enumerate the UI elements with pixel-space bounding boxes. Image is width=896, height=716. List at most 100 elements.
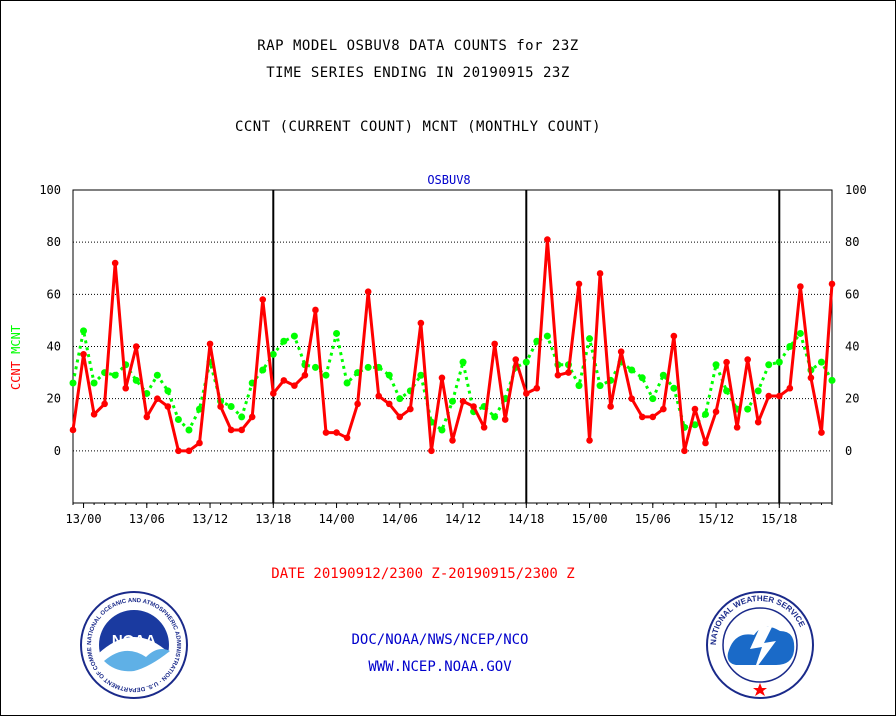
point-ccnt	[333, 429, 340, 436]
point-mcnt	[322, 371, 330, 379]
point-mcnt	[754, 387, 762, 395]
noaa-logo: NOAA NATIONAL OCEANIC AND ATMOSPHERIC AD…	[80, 591, 188, 699]
axis-layer: 0 0 20 20 40 40 60 60 80 80 100 100 13/00 13/06 13/12 1…	[9, 183, 867, 526]
point-mcnt	[449, 397, 456, 405]
point-mcnt	[649, 395, 657, 403]
point-ccnt	[407, 405, 414, 413]
point-ccnt	[322, 429, 330, 436]
point-mcnt	[280, 337, 288, 345]
point-mcnt	[691, 421, 699, 429]
point-ccnt	[206, 340, 214, 348]
series-line-ccnt	[71, 238, 834, 453]
point-mcnt	[396, 395, 404, 403]
point-ccnt	[807, 374, 815, 382]
point-ccnt	[90, 411, 98, 418]
point-ccnt	[596, 270, 604, 277]
point-ccnt	[775, 392, 783, 400]
point-mcnt	[628, 366, 636, 374]
point-mcnt	[153, 371, 161, 379]
x-tick-label: 14/06	[382, 512, 418, 526]
y-tick-label-right: 20	[845, 392, 859, 406]
point-ccnt	[80, 351, 87, 358]
point-ccnt	[69, 426, 77, 434]
point-mcnt	[269, 350, 277, 358]
point-ccnt	[248, 413, 256, 421]
point-mcnt	[343, 379, 351, 387]
point-ccnt	[491, 340, 498, 348]
point-ccnt	[544, 236, 551, 243]
point-mcnt	[723, 387, 731, 395]
point-ccnt	[575, 280, 583, 288]
point-ccnt	[565, 369, 572, 376]
y-tick-label-left: 80	[47, 235, 61, 249]
point-ccnt	[765, 392, 773, 400]
point-ccnt	[111, 259, 119, 267]
point-ccnt	[154, 395, 161, 402]
y-tick-label-left: 60	[47, 287, 61, 301]
point-ccnt	[459, 397, 467, 405]
point-ccnt	[417, 319, 425, 327]
point-ccnt	[533, 384, 541, 392]
x-tick-label: 14/18	[508, 512, 544, 526]
point-ccnt	[122, 384, 130, 392]
x-tick-label: 15/06	[635, 512, 671, 526]
point-ccnt	[280, 377, 288, 384]
point-mcnt	[543, 332, 551, 340]
point-mcnt	[364, 363, 372, 371]
point-ccnt	[512, 356, 520, 363]
point-mcnt	[80, 327, 88, 335]
point-ccnt	[449, 437, 456, 444]
point-ccnt	[649, 413, 657, 421]
point-mcnt	[438, 426, 446, 434]
point-mcnt	[491, 413, 499, 421]
point-ccnt	[786, 384, 794, 392]
point-ccnt	[143, 413, 151, 421]
point-ccnt	[185, 447, 193, 455]
point-mcnt	[575, 382, 583, 390]
point-ccnt	[712, 408, 720, 416]
point-ccnt	[628, 395, 636, 402]
point-ccnt	[723, 358, 730, 366]
y-axis-label-part: CCNT	[9, 361, 23, 390]
point-mcnt	[522, 358, 530, 366]
point-ccnt	[733, 424, 741, 431]
point-ccnt	[101, 400, 108, 408]
point-mcnt	[638, 374, 646, 382]
point-ccnt	[375, 392, 383, 400]
point-mcnt	[817, 358, 825, 366]
y-axis-label: CCNT MCNT	[9, 325, 23, 390]
point-ccnt	[238, 426, 245, 434]
point-mcnt	[69, 379, 77, 387]
series-layer	[69, 236, 836, 455]
x-tick-label: 14/00	[318, 512, 354, 526]
point-ccnt	[470, 403, 477, 410]
y-tick-label-right: 60	[845, 287, 859, 301]
point-mcnt	[185, 426, 193, 434]
x-tick-label: 13/18	[255, 512, 291, 526]
point-mcnt	[311, 363, 319, 371]
point-ccnt	[269, 390, 277, 397]
point-mcnt	[385, 371, 393, 379]
point-mcnt	[196, 405, 203, 413]
nws-logo: NATIONAL WEATHER SERVICE	[706, 591, 814, 699]
website-link[interactable]: WWW.NCEP.NOAA.GOV	[368, 659, 512, 675]
point-ccnt	[607, 403, 614, 410]
point-mcnt	[670, 384, 678, 392]
grid-layer	[73, 190, 832, 503]
point-ccnt	[702, 439, 709, 447]
point-mcnt	[828, 376, 836, 384]
point-mcnt	[227, 402, 235, 410]
y-tick-label-left: 100	[39, 183, 61, 197]
x-tick-label: 13/12	[192, 512, 228, 526]
point-mcnt	[417, 371, 425, 379]
point-mcnt	[586, 335, 594, 343]
point-mcnt	[290, 332, 298, 340]
point-ccnt	[291, 382, 298, 389]
x-tick-label: 14/12	[445, 512, 481, 526]
point-ccnt	[670, 332, 678, 340]
y-axis-label-part: MCNT	[9, 325, 23, 361]
point-mcnt	[744, 405, 752, 413]
point-ccnt	[132, 343, 140, 350]
y-tick-label-left: 40	[47, 340, 61, 354]
point-mcnt	[333, 329, 341, 337]
